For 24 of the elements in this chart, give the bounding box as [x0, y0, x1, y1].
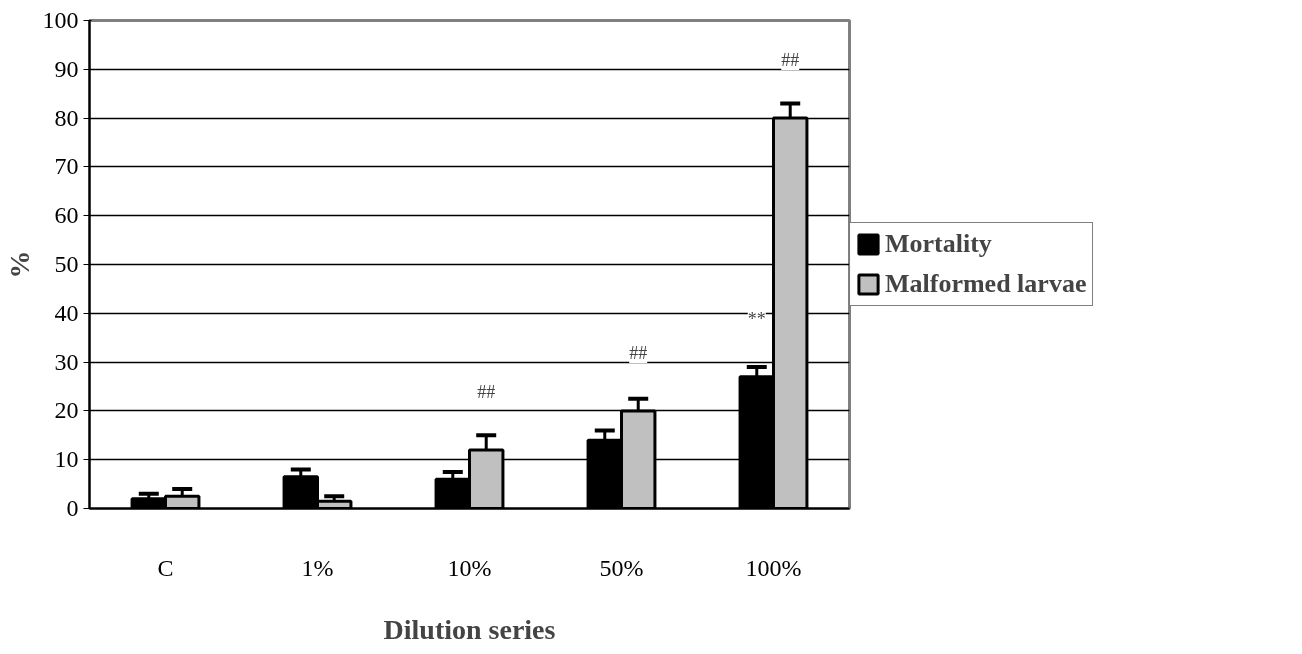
x-tick-label: 10% [447, 554, 492, 581]
y-tick-label: 20 [54, 397, 79, 424]
y-tick-label: 70 [54, 153, 79, 180]
y-tick-label: 60 [54, 202, 79, 229]
annotation: ** [747, 308, 766, 329]
legend-label: Malformed larvae [885, 269, 1087, 299]
x-tick-label: 1% [301, 554, 334, 581]
y-axis-title: % [3, 250, 35, 279]
y-tick-label: 10 [54, 446, 79, 473]
x-axis-title: Dilution series [383, 613, 556, 645]
x-tick-label: C [157, 554, 174, 581]
y-tick-label: 100 [42, 7, 79, 33]
y-tick-label: 40 [54, 299, 79, 326]
y-tick-label: 30 [54, 348, 79, 375]
annotation: ## [629, 342, 648, 363]
y-tick-label: 50 [54, 251, 79, 277]
y-tick-label: 90 [54, 55, 79, 82]
y-tick-label: 80 [54, 104, 79, 131]
annotation: ## [477, 381, 496, 402]
legend-label: Mortality [885, 229, 992, 259]
x-tick-label: 50% [599, 554, 644, 581]
x-tick-label: 100% [745, 554, 802, 581]
y-tick-label: 0 [66, 495, 79, 521]
annotation: ## [781, 50, 800, 71]
